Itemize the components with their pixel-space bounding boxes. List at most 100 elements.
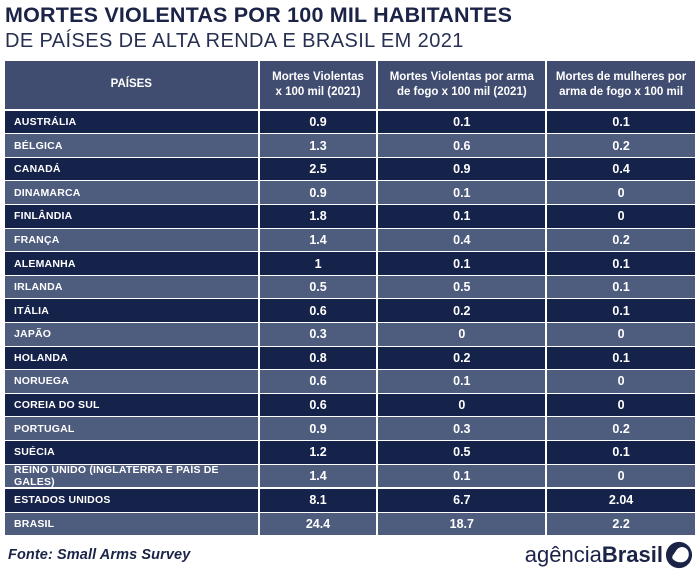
cell-value: 0.4 — [378, 228, 546, 252]
cell-value: 0.2 — [547, 228, 695, 252]
table-body: AUSTRÁLIA 0.9 0.1 0.1 BÉLGICA 1.3 0.6 0.2 CANADÁ… — [5, 110, 695, 536]
page-title: MORTES VIOLENTAS POR 100 MIL HABITANTES … — [5, 3, 695, 53]
cell-value: 2.2 — [547, 512, 695, 536]
cell-country: ESTADOS UNIDOS — [5, 489, 258, 512]
cell-value: 1.3 — [259, 134, 377, 157]
cell-value: 0.5 — [378, 275, 546, 299]
cell-country: FRANÇA — [5, 228, 258, 252]
cell-country: COREIA DO SUL — [5, 393, 258, 417]
table-row: ITÁLIA 0.6 0.2 0.1 — [5, 299, 695, 322]
cell-value: 0 — [547, 370, 695, 393]
cell-value: 1.4 — [259, 464, 377, 488]
cell-value: 0.5 — [378, 440, 546, 464]
cell-value: 0 — [547, 181, 695, 205]
cell-value: 0.1 — [378, 252, 546, 275]
logo-text-regular: agência — [524, 542, 602, 568]
cell-value: 1.8 — [259, 205, 377, 228]
cell-value: 0.3 — [259, 322, 377, 346]
header-mortes-mulheres: Mortes de mulheres por arma de fogo x 10… — [547, 60, 695, 109]
cell-country: BRASIL — [5, 512, 258, 536]
cell-value: 0.4 — [547, 157, 695, 181]
cell-value: 0.1 — [547, 110, 695, 134]
table-row: AUSTRÁLIA 0.9 0.1 0.1 — [5, 110, 695, 134]
table-row: FRANÇA 1.4 0.4 0.2 — [5, 228, 695, 252]
table-row: JAPÃO 0.3 0 0 — [5, 322, 695, 346]
agencia-brasil-circle-icon — [665, 541, 693, 569]
cell-value: 0.1 — [547, 440, 695, 464]
cell-value: 0.1 — [378, 205, 546, 228]
table-row: NORUEGA 0.6 0.1 0 — [5, 370, 695, 393]
cell-value: 0.1 — [547, 299, 695, 322]
cell-value: 0.6 — [259, 393, 377, 417]
cell-value: 0 — [378, 322, 546, 346]
cell-value: 18.7 — [378, 512, 546, 536]
table-row: HOLANDA 0.8 0.2 0.1 — [5, 346, 695, 370]
cell-country: REINO UNIDO (INGLATERRA E PAÍS DE GALES) — [5, 464, 258, 488]
cell-value: 0.1 — [378, 181, 546, 205]
table-row: SUÉCIA 1.2 0.5 0.1 — [5, 440, 695, 464]
table-row: CANADÁ 2.5 0.9 0.4 — [5, 157, 695, 181]
cell-country: CANADÁ — [5, 157, 258, 181]
cell-value: 0.1 — [378, 370, 546, 393]
cell-value: 0.1 — [547, 252, 695, 275]
cell-country: FINLÂNDIA — [5, 205, 258, 228]
data-table: PAÍSES Mortes Violentas x 100 mil (2021)… — [5, 60, 695, 536]
table-row: COREIA DO SUL 0.6 0 0 — [5, 393, 695, 417]
agencia-brasil-logo: agência Brasil — [525, 541, 693, 569]
cell-value: 0.3 — [378, 417, 546, 440]
cell-value: 0.1 — [547, 275, 695, 299]
table-row: PORTUGAL 0.9 0.3 0.2 — [5, 417, 695, 440]
cell-value: 0.9 — [259, 417, 377, 440]
cell-value: 0.9 — [259, 181, 377, 205]
logo-text-bold: Brasil — [601, 542, 663, 568]
cell-value: 6.7 — [378, 489, 546, 512]
cell-country: DINAMARCA — [5, 181, 258, 205]
cell-value: 0.6 — [259, 299, 377, 322]
cell-country: ITÁLIA — [5, 299, 258, 322]
cell-value: 0.1 — [378, 464, 546, 488]
cell-value: 0 — [547, 464, 695, 488]
cell-value: 1.4 — [259, 228, 377, 252]
cell-value: 0.6 — [378, 134, 546, 157]
cell-value: 0.1 — [378, 110, 546, 134]
cell-country: BÉLGICA — [5, 134, 258, 157]
cell-value: 0.8 — [259, 346, 377, 370]
header-mortes-arma-fogo: Mortes Violentas por arma de fogo x 100 … — [378, 60, 546, 109]
cell-value: 1.2 — [259, 440, 377, 464]
cell-country: PORTUGAL — [5, 417, 258, 440]
cell-country: IRLANDA — [5, 275, 258, 299]
cell-value: 0 — [378, 393, 546, 417]
cell-value: 0.2 — [547, 417, 695, 440]
cell-value: 0 — [547, 205, 695, 228]
table-row: BÉLGICA 1.3 0.6 0.2 — [5, 134, 695, 157]
cell-value: 8.1 — [259, 489, 377, 512]
title-line-2: DE PAÍSES DE ALTA RENDA E BRASIL EM 2021 — [5, 29, 464, 52]
cell-country: NORUEGA — [5, 370, 258, 393]
cell-country: HOLANDA — [5, 346, 258, 370]
cell-country: AUSTRÁLIA — [5, 110, 258, 134]
header-paises: PAÍSES — [5, 60, 258, 109]
footer: Fonte: Small Arms Survey agência Brasil — [5, 541, 695, 569]
cell-value: 0.9 — [259, 110, 377, 134]
table-row: DINAMARCA 0.9 0.1 0 — [5, 181, 695, 205]
cell-value: 0.2 — [378, 299, 546, 322]
cell-value: 2.5 — [259, 157, 377, 181]
table-header-row: PAÍSES Mortes Violentas x 100 mil (2021)… — [5, 60, 695, 109]
cell-value: 0.1 — [547, 346, 695, 370]
cell-country: ALEMANHA — [5, 252, 258, 275]
source-note: Fonte: Small Arms Survey — [8, 547, 191, 564]
cell-value: 0.2 — [378, 346, 546, 370]
table-row: FINLÂNDIA 1.8 0.1 0 — [5, 205, 695, 228]
title-line-1: MORTES VIOLENTAS POR 100 MIL HABITANTES — [5, 3, 513, 27]
table-row: ESTADOS UNIDOS 8.1 6.7 2.04 — [5, 489, 695, 512]
header-mortes-violentas: Mortes Violentas x 100 mil (2021) — [259, 60, 377, 109]
table-row: IRLANDA 0.5 0.5 0.1 — [5, 275, 695, 299]
cell-value: 0 — [547, 393, 695, 417]
cell-value: 2.04 — [547, 489, 695, 512]
cell-value: 0.2 — [547, 134, 695, 157]
cell-value: 0.5 — [259, 275, 377, 299]
table-row: BRASIL 24.4 18.7 2.2 — [5, 512, 695, 536]
table-row: REINO UNIDO (INGLATERRA E PAÍS DE GALES)… — [5, 464, 695, 488]
cell-value: 1 — [259, 252, 377, 275]
